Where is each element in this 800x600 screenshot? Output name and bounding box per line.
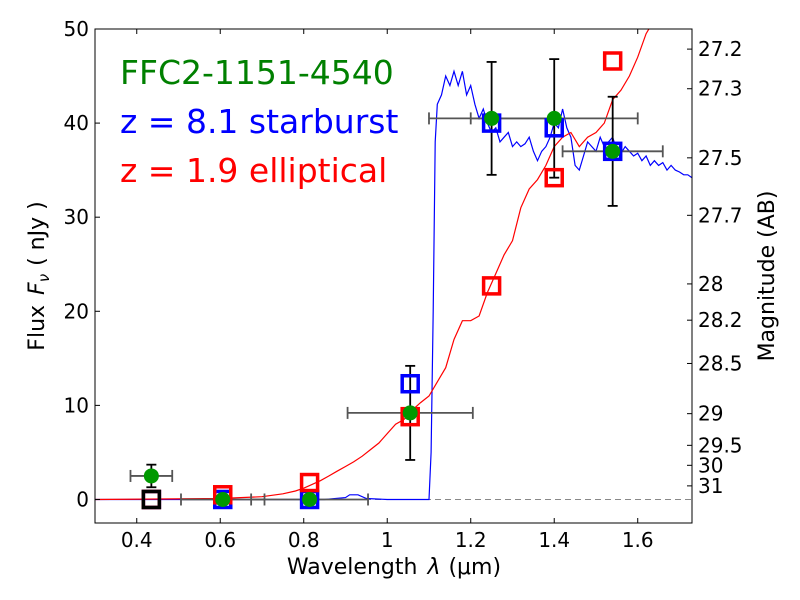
elliptical-model-square-6 <box>602 51 623 71</box>
observed-point-marker-1 <box>215 491 231 507</box>
mag-tick-label: 27.5 <box>698 146 743 170</box>
chart-title-starburst: z = 8.1 starburst <box>120 102 398 141</box>
elliptical-model-square-5 <box>544 167 564 188</box>
starburst-model-square-3 <box>400 373 420 394</box>
overlap-model-square <box>141 489 162 510</box>
chart-title-elliptical: z = 1.9 elliptical <box>120 151 387 190</box>
x-tick-label: 1.4 <box>538 528 570 552</box>
mag-tick-label: 28 <box>698 272 723 296</box>
mag-tick-label: 28.2 <box>698 308 743 332</box>
y-axis-label: FluxFν( nJy ) <box>25 201 53 350</box>
x-tick-label: 1.2 <box>455 528 487 552</box>
mag-tick-label: 30 <box>698 453 723 477</box>
y-tick-label: 30 <box>64 205 89 229</box>
starburst-model-square-6 <box>602 141 623 162</box>
mag-tick-label: 29.5 <box>698 433 743 457</box>
y2-axis-label: Magnitude (AB) <box>755 191 780 362</box>
elliptical-spectrum-line <box>95 29 650 501</box>
mag-tick-label: 28.5 <box>698 351 743 375</box>
x-tick-label: 1 <box>381 528 394 552</box>
mag-tick-label: 31 <box>698 474 723 498</box>
y-tick-label: 10 <box>64 393 89 417</box>
observed-point-marker-5 <box>546 110 562 126</box>
observed-point-marker-3 <box>402 405 418 421</box>
observed-point-marker-6 <box>605 143 621 159</box>
elliptical-model-square-2 <box>299 472 320 493</box>
observed-point-marker-2 <box>302 491 318 507</box>
y-tick-label: 40 <box>64 111 89 135</box>
elliptical-model-square-4 <box>481 276 502 296</box>
y-tick-label: 50 <box>64 17 89 41</box>
y-tick-label: 0 <box>76 487 89 511</box>
y-tick-label: 20 <box>64 299 89 323</box>
mag-tick-label: 27.2 <box>698 37 743 61</box>
starburst-spectrum-line <box>95 69 692 501</box>
observed-point-marker-4 <box>484 110 500 126</box>
x-tick-label: 1.6 <box>622 528 654 552</box>
x-axis-label: Wavelength λ (μm) <box>287 555 501 580</box>
x-tick-label: 0.4 <box>121 528 153 552</box>
observed-point-marker-0 <box>143 468 159 484</box>
chart-title-block: FFC2-1151-4540 z = 8.1 starburst z = 1.9… <box>120 53 398 190</box>
mag-tick-label: 29 <box>698 402 723 426</box>
mag-tick-label: 27.7 <box>698 203 743 227</box>
plot-frame <box>94 28 693 524</box>
x-tick-label: 0.8 <box>288 528 320 552</box>
chart-title-object-name: FFC2-1151-4540 <box>120 53 394 92</box>
x-tick-label: 0.6 <box>204 528 236 552</box>
plot-area <box>95 29 692 523</box>
mag-tick-label: 27.3 <box>698 77 743 101</box>
